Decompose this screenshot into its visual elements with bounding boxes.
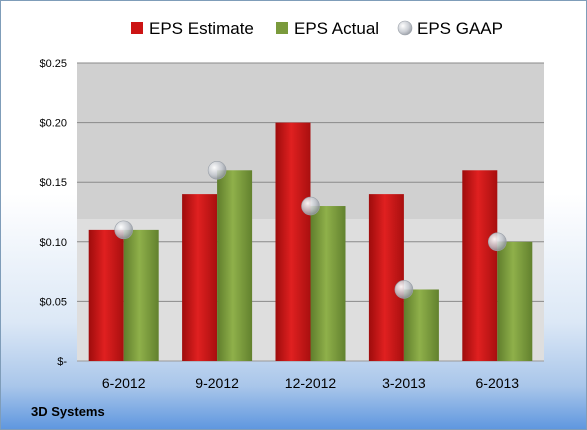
x-tick-label: 3-2013 xyxy=(382,375,426,391)
marker-eps-gaap xyxy=(394,280,414,299)
bar-eps-actual xyxy=(310,206,346,361)
x-tick-label: 9-2012 xyxy=(195,375,239,391)
y-tick-label: $0.05 xyxy=(39,296,67,308)
marker-eps-gaap xyxy=(301,196,320,216)
legend-label-actual: EPS Actual xyxy=(294,19,379,38)
company-label: 3D Systems xyxy=(31,404,105,419)
x-tick-label: 6-2013 xyxy=(476,375,520,391)
y-tick-label: $0.15 xyxy=(39,177,67,189)
bar-eps-estimate xyxy=(368,194,404,361)
bar-eps-actual xyxy=(497,241,533,361)
bar-eps-estimate xyxy=(182,194,218,361)
y-tick-label: $0.20 xyxy=(39,118,67,130)
x-tick-label: 6-2012 xyxy=(102,375,146,391)
marker-eps-gaap xyxy=(207,160,227,180)
bar-eps-actual xyxy=(123,229,159,361)
y-tick-label: $- xyxy=(57,356,67,368)
legend-swatch-actual xyxy=(276,22,288,34)
y-tick-label: $0.10 xyxy=(39,237,67,249)
bar-eps-actual xyxy=(403,289,439,361)
y-tick-label: $0.25 xyxy=(39,58,67,70)
bar-eps-estimate xyxy=(88,229,124,361)
bar-eps-estimate xyxy=(275,122,311,361)
bar-eps-estimate xyxy=(462,170,498,361)
marker-eps-gaap xyxy=(114,220,133,240)
legend-label-estimate: EPS Estimate xyxy=(149,19,254,38)
bar-eps-actual xyxy=(217,170,253,361)
legend-label-gaap: EPS GAAP xyxy=(417,19,503,38)
marker-eps-gaap xyxy=(487,232,507,252)
x-tick-label: 12-2012 xyxy=(285,375,337,391)
legend-swatch-estimate xyxy=(131,22,143,34)
legend-marker-gaap xyxy=(397,20,413,36)
